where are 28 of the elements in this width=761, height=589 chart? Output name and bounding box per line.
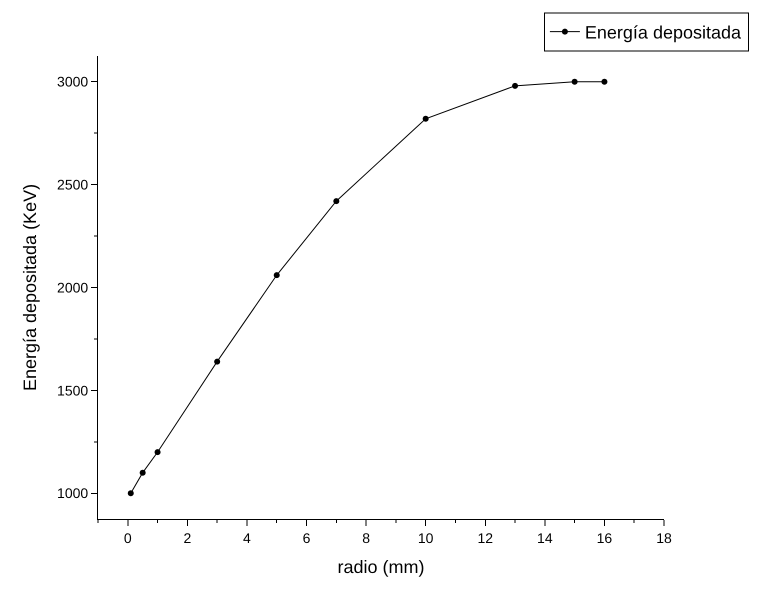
x-tick-label: 4 xyxy=(243,530,252,546)
x-tick-label: 18 xyxy=(656,530,672,546)
x-tick-label: 12 xyxy=(477,530,494,546)
y-tick-label: 3000 xyxy=(57,74,88,90)
y-axis-title: Energía depositada (KeV) xyxy=(20,184,40,392)
point xyxy=(422,116,429,122)
y-tick-label: 2500 xyxy=(57,176,88,193)
x-tick-label: 16 xyxy=(596,530,612,546)
point xyxy=(512,82,518,89)
x-tick-label: 14 xyxy=(537,530,553,546)
legend-label: Energía depositada xyxy=(584,22,742,43)
x-tick-label: 2 xyxy=(183,530,192,546)
x-tick-label: 6 xyxy=(302,530,311,546)
point xyxy=(214,358,220,365)
point xyxy=(154,449,161,456)
point xyxy=(140,470,146,476)
point xyxy=(274,272,280,278)
y-tick-label: 1000 xyxy=(57,485,88,502)
point xyxy=(572,78,578,85)
y-tick-label: 1500 xyxy=(57,382,88,398)
x-tick-label: 10 xyxy=(418,530,434,546)
point xyxy=(333,198,340,204)
x-axis-title: radio (mm) xyxy=(337,556,425,577)
point xyxy=(601,78,608,85)
point xyxy=(128,490,134,496)
x-tick-label: 0 xyxy=(124,530,132,546)
y-tick-label: 2000 xyxy=(57,279,88,296)
x-tick-label: 8 xyxy=(362,530,370,546)
